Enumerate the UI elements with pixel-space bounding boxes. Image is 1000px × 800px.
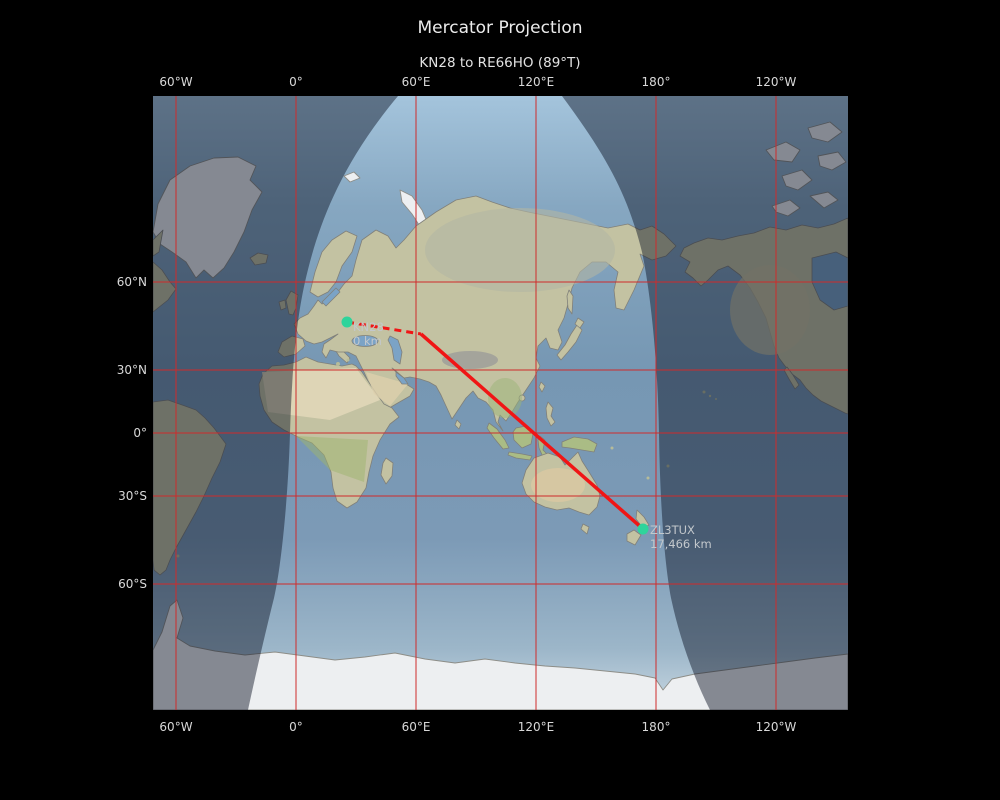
tint-indochina xyxy=(488,378,522,418)
island-solomon xyxy=(610,446,614,450)
sea-baltic xyxy=(321,287,341,307)
landmass-britain xyxy=(285,290,299,316)
tint-arabia xyxy=(366,372,408,406)
tint-congo xyxy=(296,436,368,482)
tick-left-60n: 60°N xyxy=(117,275,147,289)
landmass-hokkaido xyxy=(574,317,585,329)
top-axis-ticks: 60°W 0° 60°E 120°E 180° 120°W xyxy=(159,75,796,89)
landmass-arctic-island xyxy=(817,151,847,171)
island-falklands xyxy=(176,554,180,558)
tick-bottom-180: 180° xyxy=(642,720,671,734)
tint-sahara xyxy=(262,368,380,420)
sea-black xyxy=(351,335,379,347)
landmass-java xyxy=(507,451,533,461)
island-fiji xyxy=(666,464,670,468)
terrain-tints xyxy=(262,208,810,502)
tick-left-30n: 30°N xyxy=(117,363,147,377)
axes-title: KN28 to RE66HO (89°T) xyxy=(419,55,580,71)
tick-top-0: 0° xyxy=(289,75,303,89)
tick-top-120w: 120°W xyxy=(756,75,797,89)
inland-seas xyxy=(321,251,848,385)
landmass-svalbard xyxy=(343,171,361,183)
night-shade-overlay xyxy=(153,96,848,710)
landmass-scandinavia xyxy=(309,230,358,298)
origin-label: KN28 xyxy=(353,320,384,334)
landmass-tasmania xyxy=(580,523,590,535)
tick-top-120e: 120°E xyxy=(518,75,555,89)
left-axis-ticks: 60°N 30°N 0° 30°S 60°S xyxy=(117,275,147,591)
tick-bottom-120e: 120°E xyxy=(518,720,555,734)
route-segment-dashed xyxy=(346,320,422,336)
landmass-arctic-island xyxy=(807,121,843,143)
landmass-arctic-island xyxy=(809,191,839,209)
landmass-new-guinea xyxy=(561,436,598,453)
island-sicily xyxy=(336,362,340,366)
island-hawaii xyxy=(715,398,717,400)
landmass-sakhalin xyxy=(566,289,574,315)
bottom-axis-ticks: 60°W 0° 60°E 120°E 180° 120°W xyxy=(159,720,796,734)
landmass-north-america xyxy=(679,217,848,415)
origin-distance-label: 0 km xyxy=(353,334,382,348)
tick-bottom-60w: 60°W xyxy=(159,720,192,734)
landmass-nz-south-island xyxy=(626,529,642,546)
tick-top-60e: 60°E xyxy=(402,75,431,89)
landmass-arctic-island xyxy=(765,141,801,163)
tick-top-180: 180° xyxy=(642,75,671,89)
landmass-madagascar xyxy=(380,457,394,485)
landmass-baffin xyxy=(153,229,164,257)
destination-distance-label: 17,466 km xyxy=(650,537,712,551)
tick-bottom-120w: 120°W xyxy=(756,720,797,734)
destination-callsign-label: ZL3TUX xyxy=(650,523,695,537)
landmass-japan xyxy=(556,324,583,361)
landmass-antarctica xyxy=(153,599,848,710)
tick-left-30s: 30°S xyxy=(118,489,147,503)
island-hawaii xyxy=(708,394,712,398)
tick-left-60s: 60°S xyxy=(118,577,147,591)
route-segment-solid xyxy=(419,332,645,531)
landmass-arctic-island xyxy=(781,169,813,191)
bay-hudson xyxy=(811,251,848,311)
landmass-sri-lanka xyxy=(454,419,462,430)
landmass-greenland xyxy=(153,156,263,279)
sea-caspian xyxy=(387,335,403,365)
destination-marker xyxy=(637,523,649,535)
island-crete xyxy=(346,358,350,362)
landmass-arctic-island xyxy=(771,199,801,217)
landmass-taiwan xyxy=(538,381,546,393)
tick-top-60w: 60°W xyxy=(159,75,192,89)
gulf-persian xyxy=(395,371,409,385)
landmass-philippines xyxy=(545,401,556,427)
landmass-iceland xyxy=(249,252,269,266)
landmass-sumatra xyxy=(486,422,510,450)
landmass-ireland xyxy=(278,299,287,311)
landmass-iberia xyxy=(277,335,306,358)
island-new-caledonia xyxy=(646,476,650,480)
tint-siberia xyxy=(425,208,615,292)
tick-bottom-0: 0° xyxy=(289,720,303,734)
tint-outback xyxy=(531,468,585,502)
island-hawaii xyxy=(702,390,706,394)
tick-bottom-60e: 60°E xyxy=(402,720,431,734)
graticule xyxy=(153,96,848,710)
origin-marker xyxy=(341,316,353,328)
great-circle-path xyxy=(346,320,645,531)
tick-left-0: 0° xyxy=(133,426,147,440)
figure-title: Mercator Projection xyxy=(417,18,582,38)
tint-north-america xyxy=(730,265,810,355)
